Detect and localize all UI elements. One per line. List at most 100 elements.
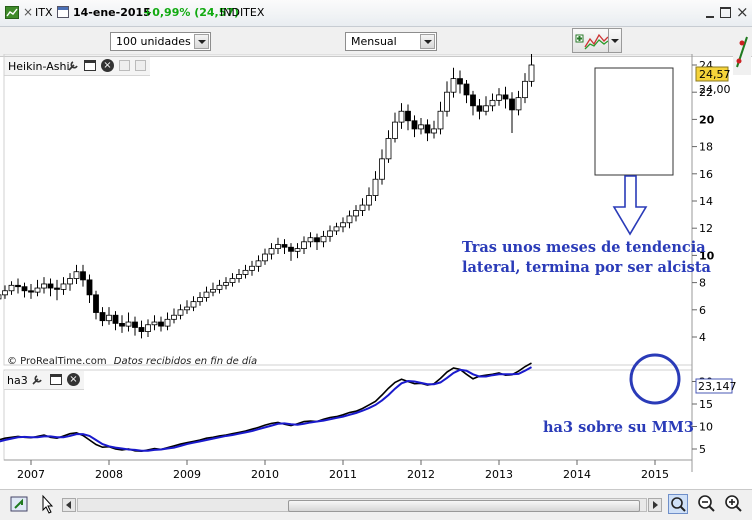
candle-body (15, 284, 21, 288)
candle-body (164, 318, 171, 327)
close-chart-icon[interactable]: × (23, 5, 34, 19)
wrench-icon[interactable] (31, 373, 44, 389)
candle-body (21, 286, 28, 292)
candle-body (379, 158, 385, 180)
indicator-tick-label: 15 (699, 398, 713, 411)
candle-body (28, 290, 34, 293)
chevron-down-icon[interactable] (194, 34, 209, 49)
window-icon[interactable] (84, 60, 96, 71)
candle (132, 316, 138, 336)
candle-body (34, 287, 41, 293)
candle-body (190, 301, 197, 308)
candle-body (301, 241, 307, 250)
candle (223, 277, 229, 290)
candle-body (138, 327, 145, 332)
candle-body (496, 94, 502, 101)
candle-body (320, 235, 327, 243)
candle (203, 286, 210, 302)
candle (125, 312, 132, 332)
annotation-text: Tras unos meses de tendencia lateral, te… (462, 238, 711, 278)
window-icon[interactable] (50, 374, 62, 385)
units-select[interactable]: 100 unidades (110, 32, 211, 51)
bottom-toolbar (0, 489, 752, 520)
price-line-label: 24,00 (699, 83, 731, 96)
calendar-icon[interactable] (57, 6, 69, 18)
close-window-button[interactable]: × (736, 3, 749, 21)
chart-area[interactable]: 262422201816141210864 2015105 2007200820… (0, 54, 752, 489)
y-tick-label: 18 (699, 141, 713, 154)
indicators-icon (575, 33, 609, 50)
candle-body (353, 210, 359, 217)
candle (320, 230, 327, 248)
close-panel-icon[interactable]: × (67, 373, 80, 386)
panel-up-icon[interactable] (119, 60, 130, 71)
ticker-label: ITX (35, 6, 53, 19)
candle (0, 294, 2, 300)
period-select-value: Mensual (351, 35, 397, 48)
candle (450, 67, 457, 98)
candle (476, 99, 483, 120)
y-tick-label: 6 (699, 304, 706, 317)
panel-down-icon[interactable] (135, 60, 146, 71)
candle-body (106, 314, 112, 322)
units-select-value: 100 unidades (116, 35, 191, 48)
candle (457, 70, 463, 94)
candle-body (67, 278, 73, 285)
indicators-dropdown[interactable] (608, 28, 622, 53)
candle (333, 222, 340, 235)
scrollbar-thumb[interactable] (288, 500, 640, 512)
drawing-tool-icon[interactable] (733, 29, 751, 75)
refresh-icon[interactable] (10, 494, 30, 514)
candle-body (99, 312, 106, 322)
zoom-in-icon[interactable] (724, 494, 744, 514)
close-panel-icon[interactable]: × (101, 59, 114, 72)
candle-body (80, 271, 86, 281)
maximize-button[interactable] (720, 7, 731, 18)
indicator-value-label: 23,147 (698, 380, 737, 393)
period-select[interactable]: Mensual (345, 32, 437, 51)
candle (164, 312, 171, 331)
x-tick-label: 2009 (173, 468, 201, 481)
chart-menu-icon[interactable] (5, 6, 19, 19)
candle-body (93, 294, 99, 313)
candle-body (405, 110, 411, 122)
zoom-fit-icon[interactable] (668, 494, 688, 514)
candle (509, 92, 515, 133)
minimize-button[interactable] (704, 7, 716, 19)
instrument-name: INDITEX (220, 6, 265, 19)
candle (158, 316, 164, 332)
wrench-icon[interactable] (67, 59, 80, 75)
candle-body (398, 110, 405, 123)
candle (353, 205, 359, 222)
candle (8, 281, 15, 295)
window-titlebar: × ITX 14-ene-2015 +0,99% (24,57) INDITEX… (0, 0, 752, 27)
candle-body (132, 321, 138, 328)
y-tick-label: 8 (699, 277, 706, 290)
candle (60, 277, 67, 295)
candle-body (47, 283, 54, 289)
quote-date: 14-ene-2015 (73, 6, 151, 19)
horizontal-scrollbar[interactable] (77, 498, 647, 512)
candle-body (392, 121, 398, 139)
candle-body (255, 260, 262, 267)
candle (424, 119, 431, 142)
candle (151, 315, 158, 331)
candle (522, 73, 528, 104)
candle-body (509, 98, 515, 111)
candle-body (528, 64, 535, 82)
scroll-right-button[interactable] (648, 498, 662, 512)
candle-body (307, 237, 314, 243)
candle (502, 86, 509, 109)
chevron-down-icon[interactable] (420, 34, 435, 49)
candle-body (275, 244, 281, 250)
scroll-left-button[interactable] (62, 498, 76, 512)
cursor-icon[interactable] (40, 494, 54, 514)
indicator-panel-header: ha3 × (4, 371, 84, 390)
indicators-button[interactable] (572, 28, 612, 53)
candle-body (411, 120, 418, 130)
annotation-circle (629, 353, 681, 405)
candle-body (489, 99, 496, 107)
candle (255, 255, 262, 272)
ha3-line (0, 362, 532, 453)
zoom-out-icon[interactable] (697, 494, 717, 514)
